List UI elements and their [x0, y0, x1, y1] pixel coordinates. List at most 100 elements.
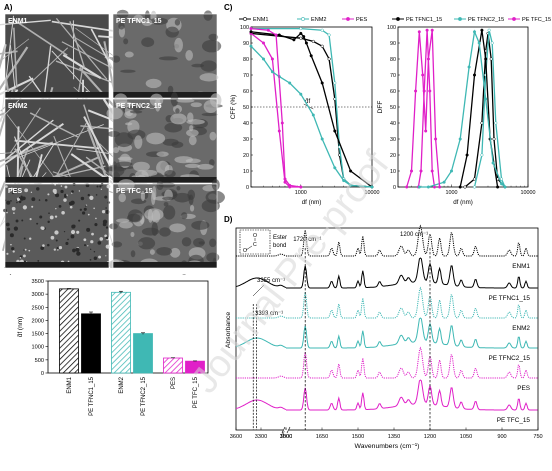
bar [59, 288, 79, 374]
y-tick-label: 1500 [32, 332, 44, 338]
sem-fiber [51, 50, 93, 95]
sem-pore [71, 190, 74, 193]
plot-frame [235, 227, 539, 431]
sem-pore [54, 183, 57, 186]
x-tick-label: 3300 [255, 434, 267, 440]
sem-pore [31, 205, 34, 208]
sem-fiber [0, 99, 20, 120]
data-point [261, 57, 266, 61]
sem-image-grid: ENM1 PE TFNC1_15 ENM2 PE TFNC2_15 PES PE TFC_… [0, 9, 225, 275]
sem-texture [162, 196, 175, 201]
data-point [320, 44, 324, 48]
sem-pore [44, 198, 48, 202]
sem-pore [106, 184, 111, 189]
sem-pore [60, 189, 64, 194]
legend-marker [301, 17, 305, 21]
sem-texture [141, 37, 155, 48]
sem-texture [181, 212, 188, 220]
sem-pore [97, 241, 102, 245]
y-tick-label: 2500 [32, 305, 44, 311]
series-line [406, 30, 441, 188]
sem-pore [85, 183, 90, 188]
data-point [299, 92, 303, 96]
y-tick-label: 60 [243, 89, 249, 95]
data-point [489, 57, 493, 61]
sem-texture [149, 249, 155, 255]
sem-mask [0, 268, 222, 274]
data-point [311, 113, 315, 117]
sem-fiber [0, 50, 18, 55]
y-tick-label: 60 [390, 89, 396, 95]
sem-pore [95, 217, 97, 220]
data-point [442, 180, 446, 184]
sem-pore [102, 222, 107, 227]
sem-pore [19, 196, 24, 201]
y-tick-label: 10 [243, 169, 249, 175]
sem-texture [127, 209, 143, 223]
sem-pore [10, 243, 12, 246]
sem-texture [165, 26, 179, 38]
y-tick-label: 90 [243, 41, 249, 47]
sem-pore [12, 188, 17, 193]
sem-texture [191, 220, 210, 230]
sem-fiber [86, 127, 110, 185]
sem-pore [22, 205, 27, 210]
sem-pore [90, 240, 94, 244]
sem-pore [64, 185, 68, 189]
sem-pore [56, 247, 59, 250]
data-point [292, 38, 296, 42]
x-tick-label: PE TFC_15 [193, 376, 199, 408]
sem-texture [203, 10, 213, 21]
y-tick-label: 20 [243, 153, 249, 159]
panel-label-a: A) [4, 3, 13, 12]
y-tick-label: 80 [243, 57, 249, 63]
sem-fiber [29, 112, 79, 138]
sem-pore [86, 227, 91, 232]
sem-fiber [48, 165, 106, 180]
sem-fiber [69, 21, 86, 68]
sem-image: PE TFC_15 [108, 179, 225, 275]
sem-pore [22, 254, 26, 258]
sem-texture [137, 237, 156, 250]
sem-fiber [0, 19, 51, 26]
data-point [277, 129, 281, 133]
sem-texture [181, 237, 192, 247]
sem-pore [21, 219, 24, 222]
sem-texture [174, 37, 183, 53]
legend-label: PE TFNC1_15 [406, 17, 442, 23]
annotation: 3355 cm⁻¹ [257, 278, 285, 284]
sem-pore [87, 213, 90, 216]
y-tick-label: 40 [390, 121, 396, 127]
data-point [349, 169, 353, 173]
data-point [430, 28, 434, 32]
legend-label: ENM2 [311, 17, 327, 23]
sem-texture [186, 129, 199, 137]
sem-pore [72, 248, 76, 253]
sem-texture [169, 247, 181, 258]
sem-texture [186, 119, 205, 125]
data-point [249, 44, 253, 48]
spectrum-line [235, 337, 287, 349]
sem-label: PE TFC_15 [116, 188, 153, 195]
y-tick-label: 0 [246, 185, 249, 191]
sem-texture [132, 161, 150, 172]
sem-fiber [62, 53, 102, 80]
sem-texture [109, 223, 118, 230]
sem-texture [163, 201, 169, 207]
sem-pore [10, 200, 12, 202]
sem-texture [174, 156, 193, 164]
x-tick-label: 1650 [316, 434, 328, 440]
sem-pore [11, 246, 15, 251]
sem-pore [37, 260, 40, 262]
panel-label-d: D) [224, 215, 233, 224]
data-point [280, 121, 284, 125]
sem-texture [164, 122, 183, 133]
data-point [288, 183, 292, 187]
sem-pore [104, 195, 108, 199]
y-tick-label: 50 [243, 105, 249, 111]
sem-fiber [0, 46, 29, 91]
spectrum-line [235, 399, 287, 411]
sem-texture [116, 161, 133, 167]
sem-texture [156, 246, 173, 256]
sem-pore [23, 249, 25, 251]
